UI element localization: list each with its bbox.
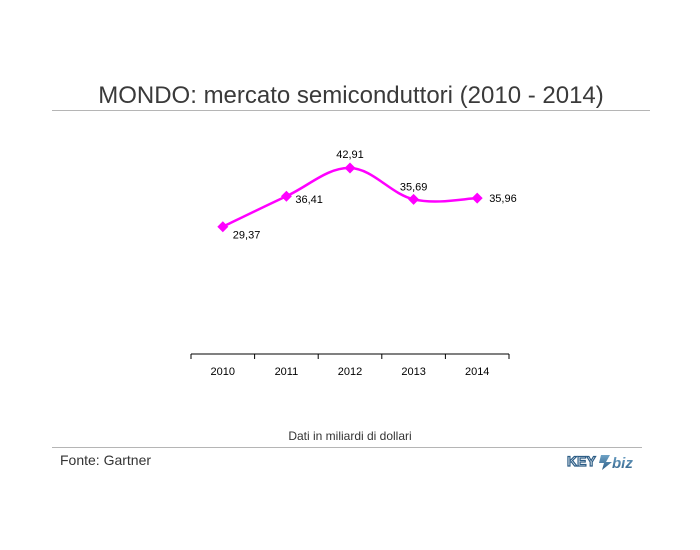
chart-title: MONDO: mercato semiconduttori (2010 - 20… — [98, 82, 604, 109]
data-point-marker — [217, 221, 229, 233]
x-tick-label: 2014 — [465, 366, 489, 378]
units-note: Dati in miliardi di dollari — [288, 429, 412, 443]
title-divider — [52, 110, 650, 111]
x-tick-label: 2012 — [338, 366, 362, 378]
data-label: 36,41 — [295, 194, 323, 206]
key4biz-logo: KEY biz — [566, 452, 633, 472]
svg-text:KEY: KEY — [567, 453, 596, 469]
data-label: 35,96 — [489, 193, 517, 205]
data-label: 29,37 — [233, 230, 261, 242]
footer-divider — [52, 447, 642, 448]
data-point-marker — [471, 192, 483, 204]
svg-text:biz: biz — [612, 455, 633, 472]
x-tick-label: 2013 — [401, 366, 425, 378]
series-line — [222, 166, 478, 228]
x-tick-label: 2011 — [275, 366, 299, 378]
source-label: Fonte: Gartner — [60, 452, 152, 468]
data-label: 42,91 — [336, 149, 364, 161]
data-point-marker — [280, 190, 292, 202]
x-tick-label: 2010 — [211, 366, 235, 378]
data-point-marker — [408, 193, 420, 205]
data-label: 35,69 — [400, 181, 428, 193]
data-point-marker — [344, 162, 356, 174]
